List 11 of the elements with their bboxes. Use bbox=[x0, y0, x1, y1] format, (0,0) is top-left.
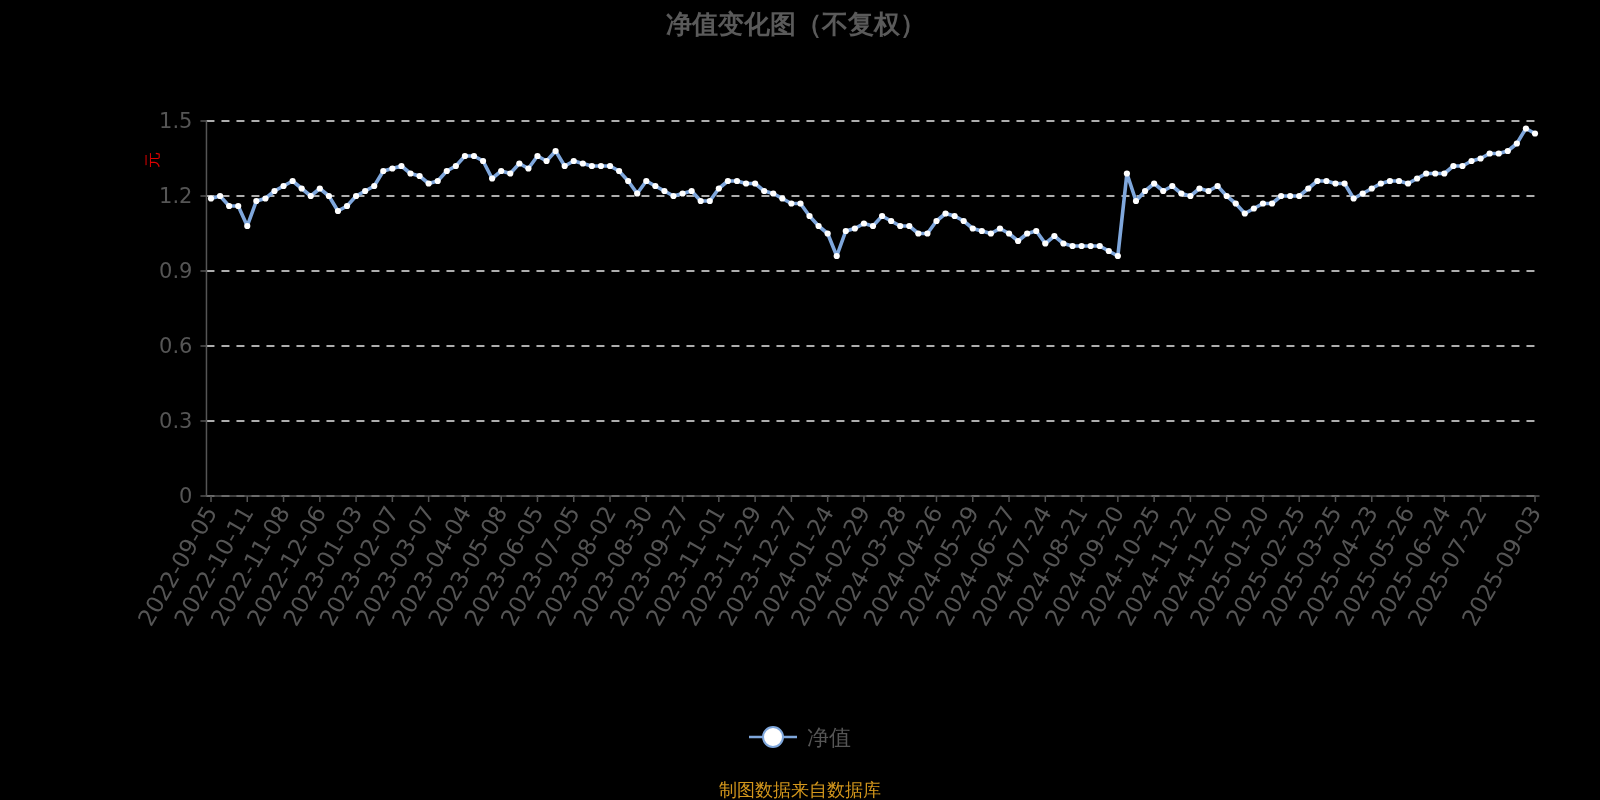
y-tick-label: 0.6 bbox=[159, 334, 193, 358]
y-tick-label: 1.2 bbox=[159, 184, 193, 208]
legend-item: 净值 bbox=[749, 724, 851, 750]
y-tick-label: 1.5 bbox=[159, 109, 193, 133]
y-tick-label: 0.3 bbox=[159, 409, 193, 433]
y-tick-label: 0.9 bbox=[159, 259, 193, 283]
annotation: 制图数据来自数据库 bbox=[719, 779, 881, 800]
legend-label: 净值 bbox=[807, 724, 851, 750]
y-axis-title: 元 bbox=[142, 152, 162, 168]
title: 净值变化图（不复权） bbox=[666, 9, 926, 39]
y-tick-label: 0 bbox=[179, 484, 193, 508]
